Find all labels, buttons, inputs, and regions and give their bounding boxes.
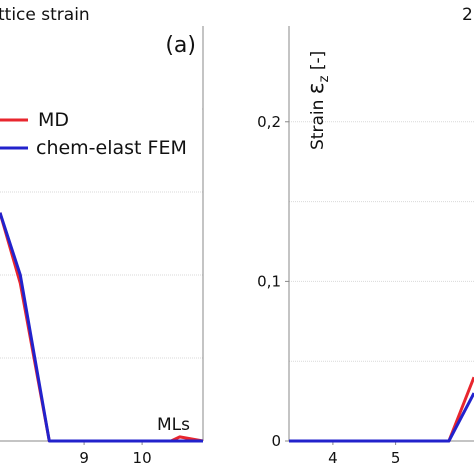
panel-a-x-tick-label: 9: [79, 449, 89, 467]
panel-a-x-label: MLs: [157, 415, 190, 435]
panel-b-grid: [289, 121, 474, 362]
panel-b-x-tick-label: 5: [391, 449, 401, 467]
y-label-symbol: ε: [304, 82, 329, 94]
panel-b-x-tick-label: 4: [328, 449, 338, 467]
panel-a-x-ticks: 9 10: [79, 441, 152, 467]
y-label-subscript: z: [317, 75, 332, 82]
y-label-main: Strain: [308, 94, 328, 150]
fem-series-line: [0, 212, 203, 443]
panel-b-y-tick-label: 0,2: [257, 113, 281, 131]
panel-b-y-label: Strain εz [-]: [304, 51, 332, 150]
panel-b-blue-line: [289, 392, 474, 443]
panel-b-y-tick-label: 0,1: [257, 272, 281, 290]
panel-a-series: [0, 212, 204, 443]
panel-b-y-ticks: 0 0,1 0,2: [257, 113, 289, 450]
panel-b-y-tick-label: 0: [271, 432, 281, 450]
legend-fem-label: chem-elast FEM: [36, 137, 187, 159]
panel-a-label: (a): [165, 33, 196, 58]
panel-a-title: ttice strain: [0, 5, 90, 25]
panel-a: ttice strain 9 10 (a) MLs MD chem-elast F…: [0, 5, 204, 467]
y-label-unit: [-]: [308, 51, 328, 76]
legend-box: [0, 100, 202, 168]
legend-md-label: MD: [38, 109, 69, 131]
panel-a-x-tick-label: 10: [133, 449, 152, 467]
panel-b-series: [289, 376, 474, 443]
panel-b-title: 2: [462, 5, 473, 25]
panel-a-legend: MD chem-elast FEM: [0, 100, 202, 168]
panel-b-red-line: [289, 376, 474, 443]
